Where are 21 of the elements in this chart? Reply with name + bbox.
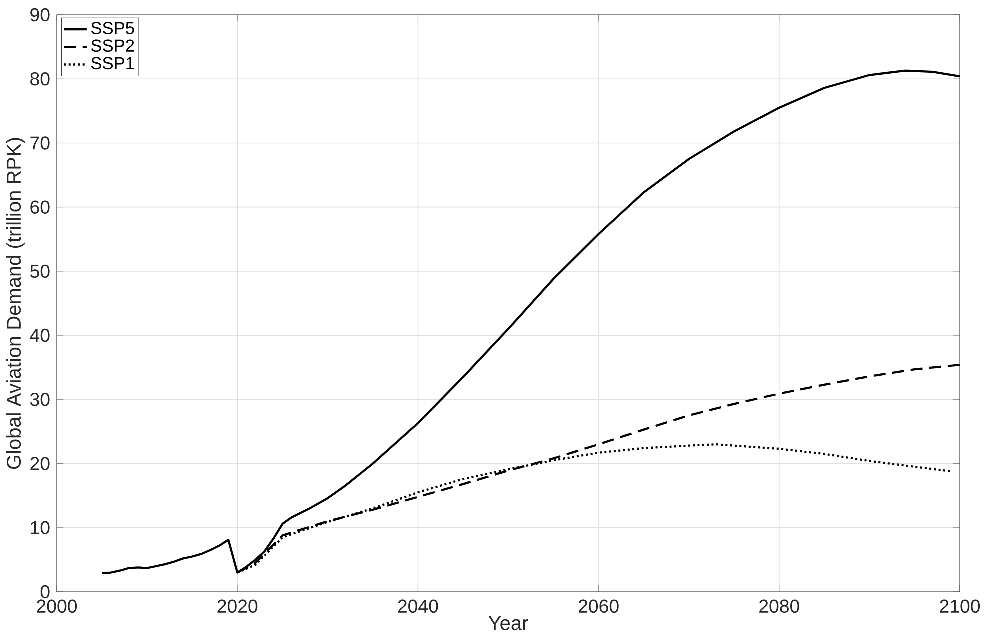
y-tick-label: 20 [30, 457, 50, 470]
y-tick-label: 80 [30, 72, 50, 86]
x-axis-title: Year [488, 616, 528, 630]
y-tick-label: 40 [30, 328, 50, 342]
legend-label: SSP2 [91, 40, 134, 52]
x-tick-label: 2020 [218, 600, 258, 614]
x-tick-label: 2100 [940, 600, 980, 614]
legend-label: SSP5 [91, 22, 134, 34]
y-tick-label: 50 [30, 264, 50, 278]
y-tick-label: 10 [31, 521, 50, 535]
x-tick-label: 2080 [760, 600, 800, 614]
y-tick-label: 0 [40, 585, 50, 599]
y-axis-title: Global Aviation Demand (trillion RPK) [6, 138, 26, 470]
x-tick-label: 2060 [578, 600, 619, 614]
y-tick-label: 90 [30, 8, 50, 22]
legend-label: SSP1 [91, 57, 134, 70]
y-tick-label: 70 [30, 136, 50, 150]
y-tick-label: 60 [30, 200, 50, 214]
y-tick-label: 30 [30, 393, 50, 406]
x-tick-label: 2040 [398, 600, 438, 614]
x-tick-label: 2000 [37, 600, 78, 614]
